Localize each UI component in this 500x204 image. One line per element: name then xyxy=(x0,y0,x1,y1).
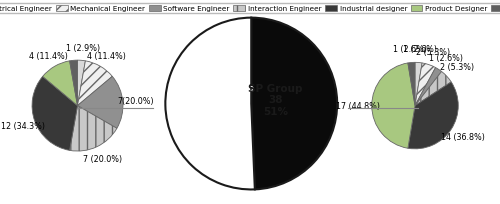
Wedge shape xyxy=(251,19,337,190)
Wedge shape xyxy=(70,106,117,151)
Text: TP Group
37
49%: TP Group 37 49% xyxy=(200,83,254,116)
Wedge shape xyxy=(372,64,415,149)
Text: 14 (36.8%): 14 (36.8%) xyxy=(441,133,484,142)
Text: SP Group
38
51%: SP Group 38 51% xyxy=(248,83,302,116)
Text: 17 (44.8%): 17 (44.8%) xyxy=(336,102,380,111)
Wedge shape xyxy=(166,19,255,190)
Legend: Electrical Engineer, Mechanical Engineer, Software Engineer, Interaction Enginee: Electrical Engineer, Mechanical Engineer… xyxy=(0,4,500,14)
Text: 1 (2.9%): 1 (2.9%) xyxy=(66,44,100,53)
Text: 7(20.0%): 7(20.0%) xyxy=(117,96,154,105)
Wedge shape xyxy=(70,61,78,106)
Wedge shape xyxy=(415,72,451,106)
Wedge shape xyxy=(42,62,78,106)
Text: 4 (11.4%): 4 (11.4%) xyxy=(29,51,68,60)
Text: 2 (5.3%): 2 (5.3%) xyxy=(416,48,450,57)
Wedge shape xyxy=(415,68,442,106)
Wedge shape xyxy=(415,63,422,106)
Text: 1 (2.6%): 1 (2.6%) xyxy=(394,45,428,54)
Wedge shape xyxy=(32,77,78,151)
Wedge shape xyxy=(78,77,123,129)
Text: 1 (2.6%): 1 (2.6%) xyxy=(402,45,436,54)
Wedge shape xyxy=(78,61,86,106)
Text: 4 (11.4%): 4 (11.4%) xyxy=(87,51,126,60)
Wedge shape xyxy=(415,64,436,106)
Text: 2 (5.3%): 2 (5.3%) xyxy=(440,63,474,72)
Text: 1 (2.6%): 1 (2.6%) xyxy=(429,54,463,63)
Wedge shape xyxy=(408,63,415,106)
Wedge shape xyxy=(78,62,112,106)
Wedge shape xyxy=(408,83,458,149)
Text: 7 (20.0%): 7 (20.0%) xyxy=(82,154,122,163)
Text: 12 (34.3%): 12 (34.3%) xyxy=(1,121,45,130)
